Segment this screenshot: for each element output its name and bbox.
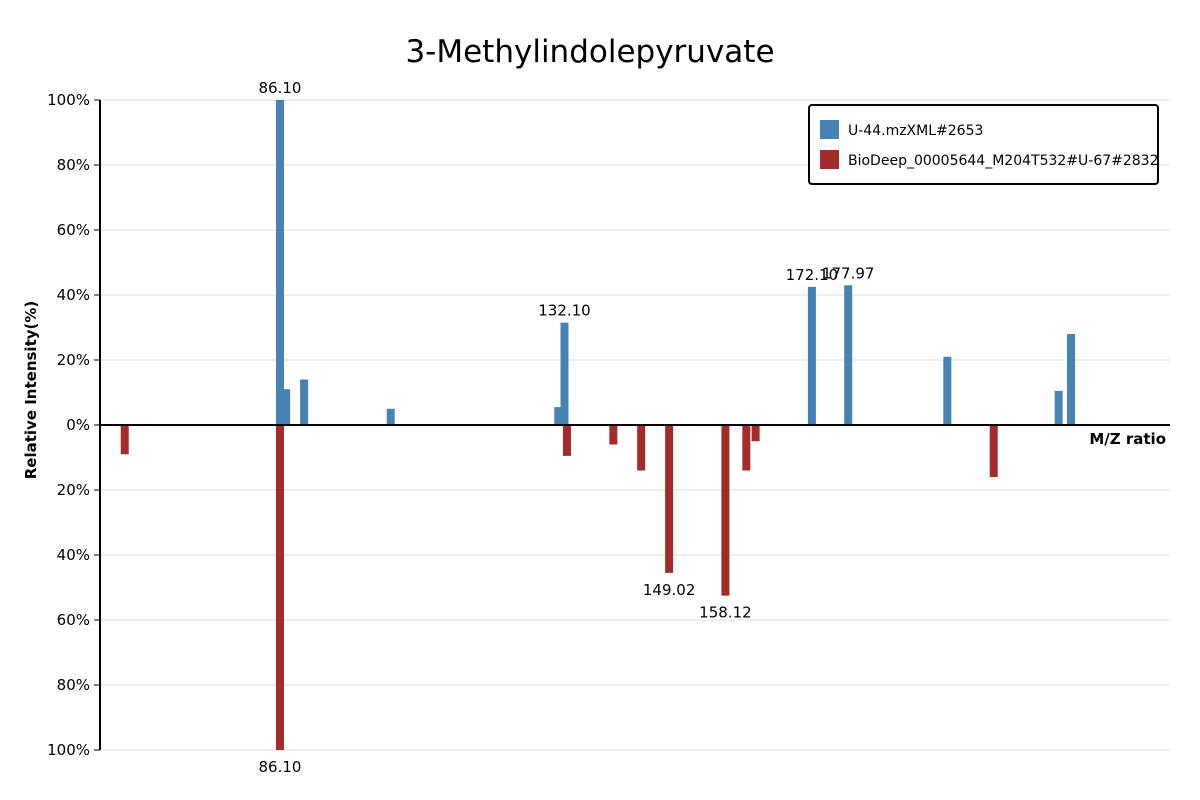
- x-axis-title: M/Z ratio: [1089, 430, 1166, 448]
- y-tick-label: 40%: [57, 286, 90, 304]
- peak-label: 149.02: [643, 581, 696, 599]
- legend-frame: [808, 104, 1159, 185]
- sample-peak-bar: [554, 407, 563, 425]
- legend: U-44.mzXML#2653 BioDeep_00005644_M204T53…: [808, 104, 1159, 185]
- legend-swatch-series-1: [820, 120, 839, 139]
- reference-peak-bar: [742, 425, 751, 471]
- sample-peak-bar: [275, 100, 284, 425]
- sample-peak-bar: [386, 408, 395, 425]
- reference-peak-bar: [721, 425, 730, 596]
- reference-peak-bar: [609, 425, 618, 445]
- y-tick-label: 100%: [47, 91, 90, 109]
- peak-label: 132.10: [538, 302, 591, 320]
- peak-label: 172.10: [786, 266, 839, 284]
- y-tick-label: 80%: [57, 156, 90, 174]
- bars: [120, 100, 1076, 750]
- chart-title: 3-Methylindolepyruvate: [405, 34, 774, 70]
- peak-label: 177.97: [822, 264, 875, 282]
- peak-label: 86.10: [259, 79, 302, 97]
- peak-label: 86.10: [259, 758, 302, 776]
- axes: 100% 80% 60% 40% 20% 0% 20% 40% 60% 80% 100%: [47, 91, 1170, 759]
- peak-label: 158.12: [699, 604, 752, 622]
- sample-peak-bar: [1067, 334, 1076, 425]
- sample-peak-bar: [282, 389, 291, 425]
- y-tick-label: 40%: [57, 546, 90, 564]
- reference-peak-bar: [989, 425, 998, 477]
- y-axis-title: Relative Intensity(%): [22, 301, 40, 480]
- reference-peak-bar: [637, 425, 646, 471]
- sample-peak-bar: [560, 322, 569, 425]
- reference-peak-bar: [751, 425, 760, 442]
- legend-swatch-series-2: [820, 150, 839, 169]
- reference-peak-bar: [562, 425, 571, 456]
- reference-peak-bar: [120, 425, 129, 455]
- sample-peak-bar: [807, 286, 816, 425]
- y-tick-label: 100%: [47, 741, 90, 759]
- y-tick-label: 60%: [57, 221, 90, 239]
- y-tick-label: 20%: [57, 481, 90, 499]
- y-tick-label: 0%: [66, 416, 90, 434]
- sample-peak-bar: [300, 379, 309, 425]
- y-tick-label: 60%: [57, 611, 90, 629]
- sample-peak-bar: [844, 285, 853, 425]
- legend-label-series-2: BioDeep_00005644_M204T532#U-67#2832: [848, 153, 1159, 169]
- sample-peak-bar: [943, 356, 952, 425]
- legend-label-series-1: U-44.mzXML#2653: [848, 123, 983, 139]
- sample-peak-bar: [1054, 390, 1063, 425]
- y-tick-label: 20%: [57, 351, 90, 369]
- reference-peak-bar: [665, 425, 674, 573]
- reference-peak-bar: [275, 425, 284, 750]
- y-tick-label: 80%: [57, 676, 90, 694]
